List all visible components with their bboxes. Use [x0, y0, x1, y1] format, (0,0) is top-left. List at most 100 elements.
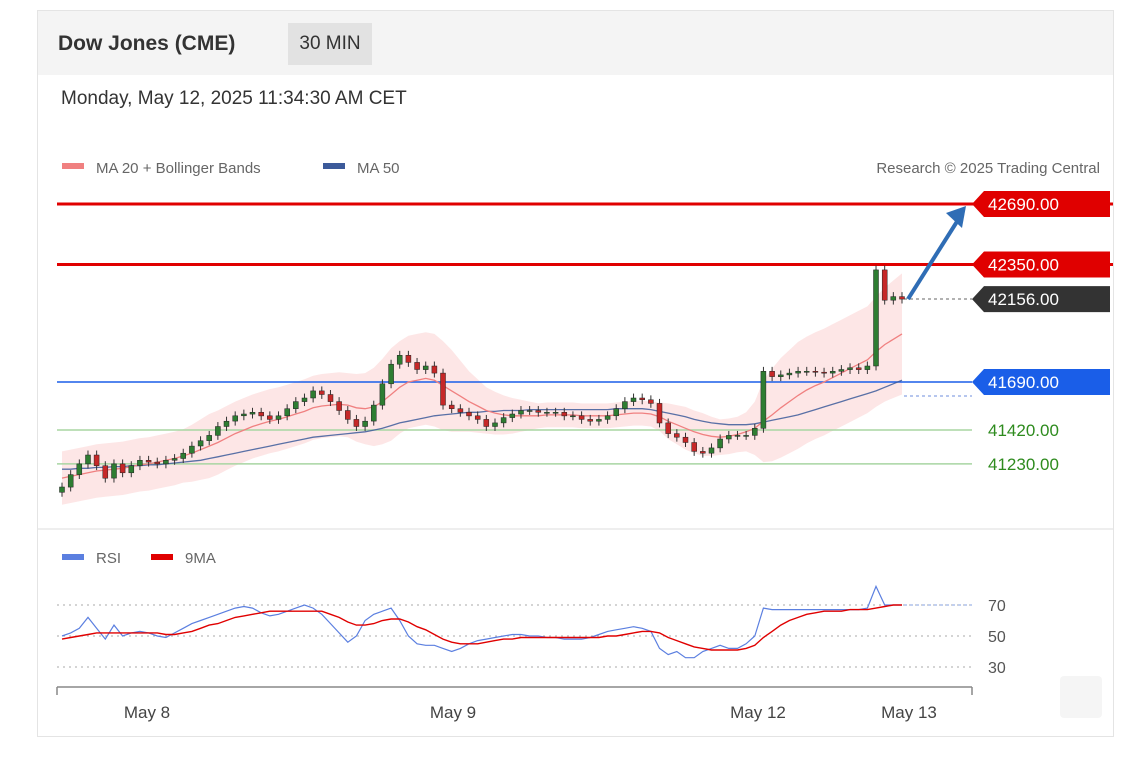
- candle-body: [396, 355, 403, 365]
- candle-body: [284, 408, 290, 417]
- candle-body: [85, 454, 91, 465]
- candle-body: [561, 412, 568, 417]
- candle-body: [405, 355, 412, 363]
- candle-body: [578, 415, 585, 420]
- x-tick-label: May 9: [430, 703, 476, 722]
- price-tags: 42690.00 42350.00 42156.00 41690.00 41420.00…: [972, 191, 1110, 474]
- candle-body: [752, 428, 758, 436]
- credit-text: Research © 2025 Trading Central: [876, 160, 1100, 177]
- candle-body: [171, 458, 178, 461]
- candle-body: [474, 415, 481, 420]
- candle-body: [197, 440, 204, 447]
- price-tag-41690.00: [972, 369, 1110, 395]
- candle-body: [93, 454, 100, 466]
- candle-body: [232, 415, 238, 422]
- price-tag-label-41690.00: 41690.00: [988, 373, 1059, 392]
- x-tick-label: May 13: [881, 703, 937, 722]
- candlesticks: [59, 265, 905, 497]
- candle-body: [137, 460, 143, 466]
- candle-body: [604, 415, 611, 420]
- candle-body: [587, 419, 593, 422]
- candle-body: [422, 365, 429, 370]
- candle-body: [293, 401, 299, 409]
- candle-body: [726, 435, 732, 440]
- candle-body: [656, 403, 663, 424]
- candle-body: [388, 363, 394, 385]
- arrow-shaft: [906, 218, 960, 301]
- rsi-legend-swatch: [62, 554, 84, 560]
- candle-body: [371, 404, 377, 422]
- candle-body: [639, 397, 645, 401]
- candle-body: [544, 412, 550, 414]
- candle-body: [492, 422, 498, 427]
- candle-body: [622, 401, 628, 409]
- bollinger-band: [62, 273, 902, 505]
- price-tag-label-42350.00: 42350.00: [988, 256, 1059, 275]
- price-tag-label-42156.00: 42156.00: [988, 290, 1059, 309]
- candle-body: [353, 419, 360, 427]
- chart-title: Dow Jones (CME): [58, 32, 236, 55]
- interval-selector[interactable]: 30 MIN: [288, 23, 372, 65]
- candle-body: [700, 451, 706, 454]
- candle-body: [466, 412, 472, 417]
- candle-body: [301, 397, 308, 402]
- rsi-ma-legend-swatch: [151, 554, 173, 560]
- candle-body: [223, 420, 230, 427]
- candle-body: [145, 460, 152, 463]
- price-tag-label-42690.00: 42690.00: [988, 195, 1059, 214]
- candle-body: [518, 410, 524, 415]
- candle-body: [803, 371, 810, 373]
- candle-body: [327, 394, 334, 402]
- candle-body: [310, 390, 316, 399]
- candle-body: [648, 399, 654, 404]
- candle-body: [414, 362, 420, 370]
- candle-body: [855, 367, 862, 370]
- candle-body: [440, 372, 446, 406]
- rsi-line: [61, 584, 902, 659]
- candle-body: [795, 371, 801, 374]
- rsi-tick-50: 50: [988, 629, 1006, 646]
- candle-body: [111, 463, 117, 479]
- candle-body: [76, 463, 83, 475]
- x-tick-label: May 8: [124, 703, 170, 722]
- candle-body: [275, 415, 282, 420]
- candle-body: [821, 371, 827, 374]
- candle-body: [864, 365, 871, 370]
- candle-body: [258, 412, 264, 417]
- candle-body: [743, 435, 749, 437]
- rsi-tick-70: 70: [988, 598, 1006, 615]
- candle-body: [674, 433, 680, 438]
- candle-body: [180, 452, 186, 459]
- candle-body: [596, 419, 602, 422]
- candle-body: [249, 412, 256, 415]
- ma50-legend-swatch: [323, 163, 345, 169]
- rsi-tick-30: 30: [988, 660, 1006, 677]
- candle-body: [431, 365, 438, 374]
- candle-body: [760, 371, 767, 429]
- ma20-legend-label: MA 20 + Bollinger Bands: [96, 160, 261, 177]
- candle-body: [552, 412, 559, 414]
- rsi-legend-label: RSI: [96, 550, 121, 567]
- candle-body: [847, 367, 853, 370]
- candle-body: [215, 426, 221, 436]
- candle-body: [319, 390, 325, 395]
- candle-body: [873, 269, 879, 367]
- candle-body: [526, 410, 533, 412]
- candle-body: [829, 371, 836, 374]
- candle-body: [189, 445, 195, 454]
- support-label-41230.00: 41230.00: [988, 455, 1059, 474]
- timestamp: Monday, May 12, 2025 11:34:30 AM CET: [61, 88, 407, 109]
- candle-body: [778, 374, 784, 377]
- candle-body: [128, 465, 135, 474]
- candle-body: [812, 371, 819, 373]
- candle-body: [362, 420, 368, 427]
- x-tick-label: May 12: [730, 703, 786, 722]
- candle-body: [267, 415, 273, 420]
- candle-body: [682, 436, 689, 443]
- candle-body: [734, 435, 741, 437]
- support-label-41420.00: 41420.00: [988, 421, 1059, 440]
- price-tag-42690.00: [972, 191, 1110, 217]
- candle-body: [500, 417, 507, 424]
- scroll-top-button[interactable]: [1060, 676, 1102, 718]
- chart-card: Dow Jones (CME) 30 MIN Monday, May 12, 2…: [37, 10, 1114, 737]
